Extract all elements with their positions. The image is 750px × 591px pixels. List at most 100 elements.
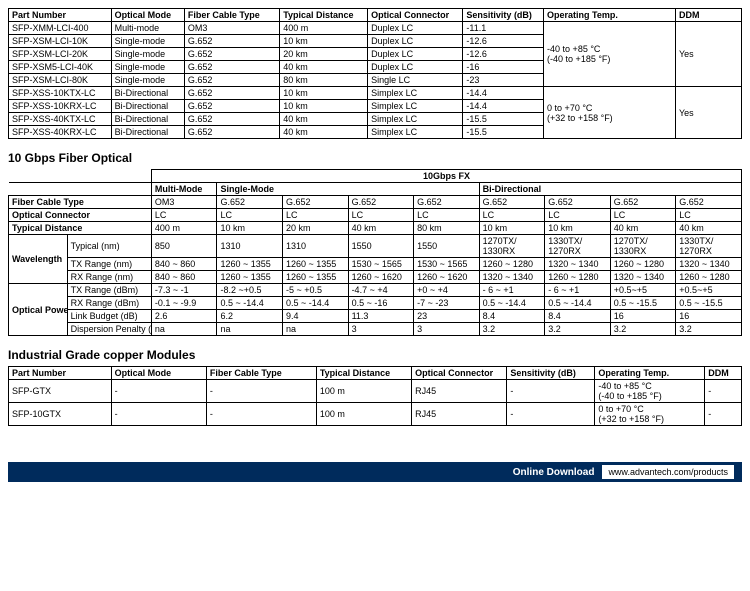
cell: 1260 ~ 1355	[283, 258, 349, 271]
section-title-copper: Industrial Grade copper Modules	[8, 348, 742, 362]
cell: 16	[676, 310, 742, 323]
cell: 10 km	[217, 222, 283, 235]
col-header: Fiber Cable Type	[184, 9, 279, 22]
cell: LC	[545, 209, 611, 222]
cell: 400 m	[151, 222, 217, 235]
cell: 1310	[283, 235, 349, 258]
row-header: Optical Power	[9, 284, 68, 336]
ten-gbps-table: 10Gbps FX Multi-Mode Single-Mode Bi-Dire…	[8, 169, 742, 336]
cell: Duplex LC	[368, 48, 463, 61]
col-header: Optical Mode	[111, 9, 184, 22]
sfp-modules-table: Part Number Optical Mode Fiber Cable Typ…	[8, 8, 742, 139]
cell: -5 ~ +0.5	[283, 284, 349, 297]
copper-modules-table: Part Number Optical Mode Fiber Cable Typ…	[8, 366, 742, 426]
table-row: Optical PowerTX Range (dBm)-7.3 ~ -1-8.2…	[9, 284, 742, 297]
cell: 1310	[217, 235, 283, 258]
col-header: Optical Connector	[412, 367, 507, 380]
cell: 10 km	[280, 35, 368, 48]
cell: -7.3 ~ -1	[151, 284, 217, 297]
cell: -8.2 ~+0.5	[217, 284, 283, 297]
cell: 2.6	[151, 310, 217, 323]
cell: 1320 ~ 1340	[610, 271, 676, 284]
cell: 1330TX/ 1270RX	[545, 235, 611, 258]
cell: 0.5 ~ -16	[348, 297, 414, 310]
col-header: Operating Temp.	[595, 367, 705, 380]
cell: 1260 ~ 1620	[414, 271, 480, 284]
col-header: Part Number	[9, 9, 112, 22]
mode-header: Single-Mode	[217, 183, 479, 196]
cell: 1550	[414, 235, 480, 258]
cell: SFP-XSS-10KRX-LC	[9, 100, 112, 113]
cell: 1330TX/ 1270RX	[676, 235, 742, 258]
cell: G.652	[184, 126, 279, 139]
cell: 40 km	[676, 222, 742, 235]
table-row: Fiber Cable TypeOM3G.652G.652G.652G.652G…	[9, 196, 742, 209]
cell: G.652	[283, 196, 349, 209]
cell: RX Range (nm)	[67, 271, 151, 284]
col-header: DDM	[675, 9, 741, 22]
footer-label: Online Download	[513, 467, 595, 478]
cell: 840 ~ 860	[151, 271, 217, 284]
cell: 3	[348, 323, 414, 336]
table-row: SFP-XSS-10KTX-LCBi-DirectionalG.65210 km…	[9, 87, 742, 100]
cell: G.652	[184, 87, 279, 100]
cell: -12.6	[463, 35, 544, 48]
cell: 840 ~ 860	[151, 258, 217, 271]
cell: OM3	[151, 196, 217, 209]
cell: Single-mode	[111, 61, 184, 74]
table-row: 10Gbps FX	[9, 170, 742, 183]
cell: LC	[348, 209, 414, 222]
cell: -4.7 ~ +4	[348, 284, 414, 297]
cell: +0 ~ +4	[414, 284, 480, 297]
table-row: Link Budget (dB)2.66.29.411.3238.48.4161…	[9, 310, 742, 323]
cell: LC	[283, 209, 349, 222]
cell: RJ45	[412, 380, 507, 403]
cell: -15.5	[463, 113, 544, 126]
table-row: TX Range (nm)840 ~ 8601260 ~ 13551260 ~ …	[9, 258, 742, 271]
cell: LC	[676, 209, 742, 222]
footer-url: www.advantech.com/products	[602, 465, 734, 479]
cell: Bi-Directional	[111, 126, 184, 139]
cell: 0.5 ~ -14.4	[479, 297, 545, 310]
col-header: DDM	[705, 367, 742, 380]
cell: SFP-XSM5-LCI-40K	[9, 61, 112, 74]
col-header: Sensitivity (dB)	[463, 9, 544, 22]
cell: LC	[479, 209, 545, 222]
temp-cell: -40 to +85 °C(-40 to +185 °F)	[544, 22, 676, 87]
cell: -	[507, 380, 595, 403]
cell: Simplex LC	[368, 113, 463, 126]
cell: 16	[610, 310, 676, 323]
cell: -	[507, 403, 595, 426]
mode-header: Bi-Directional	[479, 183, 741, 196]
cell: Duplex LC	[368, 35, 463, 48]
cell: LC	[414, 209, 480, 222]
cell: TX Range (nm)	[67, 258, 151, 271]
cell: 40 km	[280, 113, 368, 126]
cell: 8.4	[545, 310, 611, 323]
cell: -14.4	[463, 100, 544, 113]
cell: -14.4	[463, 87, 544, 100]
cell: 3.2	[545, 323, 611, 336]
cell: 1260 ~ 1280	[545, 271, 611, 284]
col-header: Typical Distance	[316, 367, 411, 380]
cell: 1260 ~ 1355	[217, 271, 283, 284]
cell: G.652	[676, 196, 742, 209]
col-header: Part Number	[9, 367, 112, 380]
cell: SFP-GTX	[9, 380, 112, 403]
table-row: RX Range (nm)840 ~ 8601260 ~ 1355 1260 ~ …	[9, 271, 742, 284]
cell: OM3	[184, 22, 279, 35]
cell: 9.4	[283, 310, 349, 323]
cell: SFP-XSM-LCI-10K	[9, 35, 112, 48]
table-row: WavelengthTypical (nm)850131013101550155…	[9, 235, 742, 258]
cell: 1260 ~ 1280	[676, 271, 742, 284]
table-row: RX Range (dBm)-0.1 ~ -9.90.5 ~ -14.40.5 …	[9, 297, 742, 310]
cell: 3.2	[676, 323, 742, 336]
cell: SFP-XSS-40KTX-LC	[9, 113, 112, 126]
row-header: Typical Distance	[9, 222, 152, 235]
cell: -16	[463, 61, 544, 74]
cell: Dispersion Penalty (dB)	[67, 323, 151, 336]
col-header: Optical Connector	[368, 9, 463, 22]
cell: 1320 ~ 1340	[479, 271, 545, 284]
cell: -12.6	[463, 48, 544, 61]
cell: Bi-Directional	[111, 113, 184, 126]
